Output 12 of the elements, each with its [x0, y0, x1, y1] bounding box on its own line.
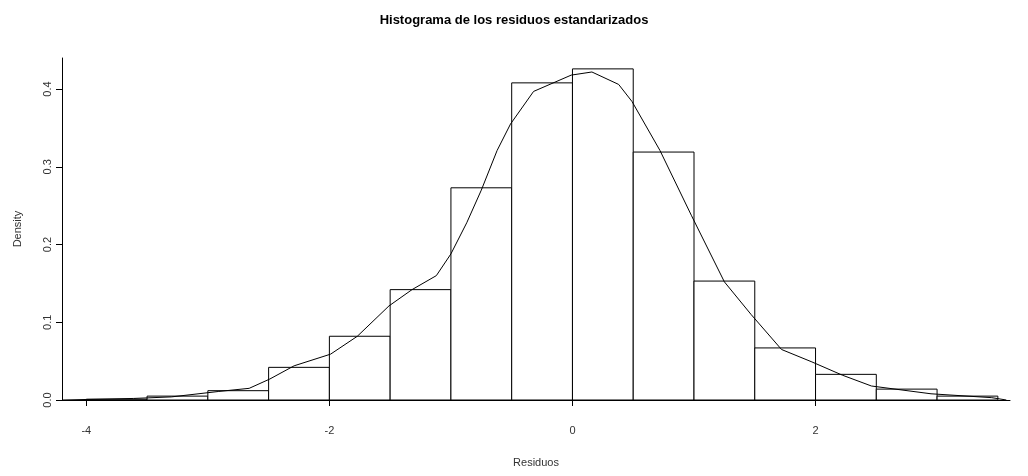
x-tick-label: 0: [569, 423, 576, 436]
y-tick-label: 0.4: [40, 81, 53, 97]
x-tick-label: -2: [324, 423, 335, 436]
y-tick-label: 0.1: [40, 314, 53, 330]
y-tick-label: 0.2: [40, 236, 53, 253]
y-tick-label: 0.3: [40, 159, 53, 175]
x-tick-label: -4: [81, 423, 92, 436]
chart-title: Histograma de los residuos estandarizados: [379, 12, 649, 27]
y-tick-label: 0.0: [40, 392, 53, 408]
x-tick-label: 2: [812, 423, 819, 436]
y-axis-title: Density: [10, 210, 23, 248]
x-axis-title: Residuos: [513, 455, 560, 468]
